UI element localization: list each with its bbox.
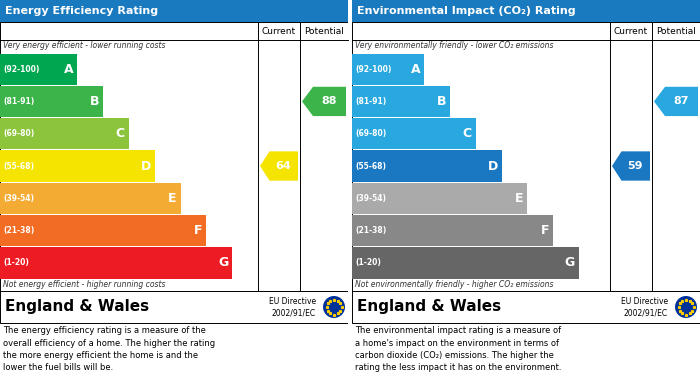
Text: B: B <box>90 95 99 108</box>
Text: EU Directive
2002/91/EC: EU Directive 2002/91/EC <box>269 297 316 317</box>
Bar <box>0 247 232 278</box>
Text: (55-68): (55-68) <box>355 161 386 170</box>
Polygon shape <box>260 151 298 181</box>
Text: C: C <box>463 127 472 140</box>
Text: The environmental impact rating is a measure of
a home's impact on the environme: The environmental impact rating is a mea… <box>355 326 561 373</box>
Text: (21-38): (21-38) <box>355 226 386 235</box>
Bar <box>352 22 700 291</box>
Text: (69-80): (69-80) <box>3 129 34 138</box>
Text: (81-91): (81-91) <box>3 97 34 106</box>
Text: E: E <box>168 192 176 205</box>
Text: (1-20): (1-20) <box>3 258 29 267</box>
Bar <box>352 291 700 323</box>
Polygon shape <box>654 87 698 116</box>
Text: 87: 87 <box>673 97 689 106</box>
Text: 88: 88 <box>321 97 337 106</box>
Circle shape <box>675 296 697 318</box>
Text: Environmental Impact (CO₂) Rating: Environmental Impact (CO₂) Rating <box>357 6 575 16</box>
Bar <box>352 86 450 117</box>
Bar <box>0 291 348 323</box>
Bar <box>0 183 181 214</box>
Circle shape <box>323 296 345 318</box>
Bar <box>352 151 502 182</box>
Text: E: E <box>515 192 524 205</box>
Text: (1-20): (1-20) <box>355 258 381 267</box>
Text: The energy efficiency rating is a measure of the
overall efficiency of a home. T: The energy efficiency rating is a measur… <box>3 326 215 373</box>
Text: England & Wales: England & Wales <box>5 300 149 314</box>
Text: England & Wales: England & Wales <box>357 300 501 314</box>
Text: (92-100): (92-100) <box>3 65 39 74</box>
Text: Potential: Potential <box>656 27 696 36</box>
Bar <box>352 247 579 278</box>
Text: Potential: Potential <box>304 27 344 36</box>
Bar <box>352 215 553 246</box>
Bar <box>0 54 78 85</box>
Text: B: B <box>437 95 446 108</box>
Text: F: F <box>540 224 550 237</box>
Text: Very energy efficient - lower running costs: Very energy efficient - lower running co… <box>3 41 165 50</box>
Bar <box>352 0 700 22</box>
Text: Not environmentally friendly - higher CO₂ emissions: Not environmentally friendly - higher CO… <box>355 280 554 289</box>
Text: 59: 59 <box>627 161 643 171</box>
Text: (69-80): (69-80) <box>355 129 386 138</box>
Text: G: G <box>565 256 575 269</box>
Text: C: C <box>116 127 125 140</box>
Text: (21-38): (21-38) <box>3 226 34 235</box>
Text: 64: 64 <box>275 161 291 171</box>
Bar <box>0 86 103 117</box>
Text: (39-54): (39-54) <box>3 194 34 203</box>
Text: Current: Current <box>614 27 648 36</box>
Text: (55-68): (55-68) <box>3 161 34 170</box>
Bar <box>0 22 348 291</box>
Text: (81-91): (81-91) <box>355 97 386 106</box>
Bar <box>352 54 424 85</box>
Bar <box>0 118 129 149</box>
Bar <box>0 215 206 246</box>
Text: D: D <box>487 160 498 172</box>
Bar <box>352 118 476 149</box>
Text: Very environmentally friendly - lower CO₂ emissions: Very environmentally friendly - lower CO… <box>355 41 554 50</box>
Text: Not energy efficient - higher running costs: Not energy efficient - higher running co… <box>3 280 165 289</box>
Bar <box>0 0 348 22</box>
Text: F: F <box>194 224 202 237</box>
Text: A: A <box>64 63 74 75</box>
Polygon shape <box>612 151 650 181</box>
Text: G: G <box>218 256 228 269</box>
Text: (92-100): (92-100) <box>355 65 391 74</box>
Text: Current: Current <box>262 27 296 36</box>
Text: D: D <box>141 160 150 172</box>
Polygon shape <box>302 87 346 116</box>
Text: EU Directive
2002/91/EC: EU Directive 2002/91/EC <box>621 297 668 317</box>
Bar <box>352 183 527 214</box>
Bar <box>348 0 352 391</box>
Bar <box>0 151 155 182</box>
Text: Energy Efficiency Rating: Energy Efficiency Rating <box>5 6 158 16</box>
Text: (39-54): (39-54) <box>355 194 386 203</box>
Text: A: A <box>411 63 420 75</box>
